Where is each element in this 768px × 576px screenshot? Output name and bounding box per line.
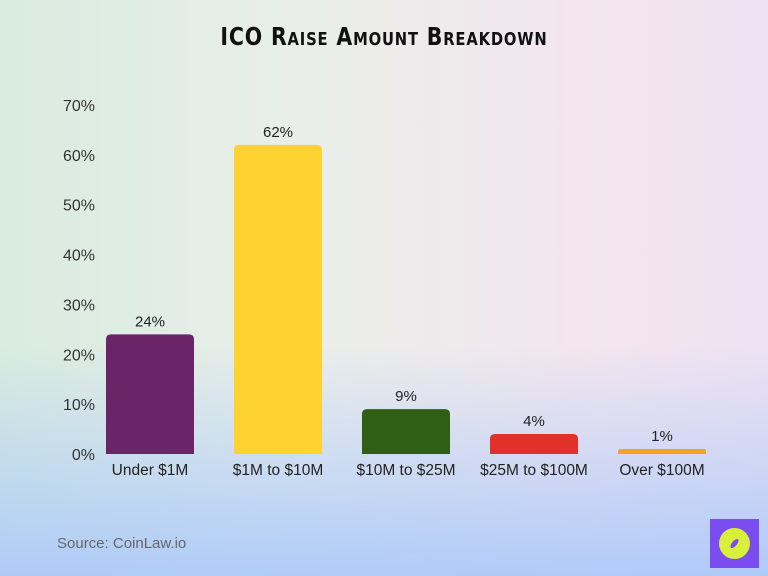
x-tick-label: $1M to $10M xyxy=(233,462,323,479)
data-label: 1% xyxy=(651,428,673,445)
y-tick-label: 10% xyxy=(63,397,95,414)
data-label: 4% xyxy=(523,413,545,430)
data-label: 24% xyxy=(135,313,165,330)
y-tick-label: 20% xyxy=(63,347,95,364)
x-tick-label: Under $1M xyxy=(112,462,189,479)
x-tick-label: $25M to $100M xyxy=(480,462,588,479)
chart-title: ICO Raise Amount Breakdown xyxy=(220,22,548,51)
y-tick-label: 40% xyxy=(63,248,95,265)
y-tick-label: 60% xyxy=(63,148,95,165)
y-tick-label: 70% xyxy=(63,98,95,115)
bar xyxy=(618,449,706,454)
source-note: Source: CoinLaw.io xyxy=(57,535,187,552)
bar xyxy=(234,144,322,454)
y-tick-label: 30% xyxy=(63,297,95,314)
x-tick-label: Over $100M xyxy=(619,462,704,479)
bar xyxy=(106,334,194,454)
x-tick-label: $10M to $25M xyxy=(356,462,455,479)
y-tick-label: 0% xyxy=(72,447,95,464)
compass-logo-icon xyxy=(710,519,759,568)
bar xyxy=(490,434,578,454)
data-label: 9% xyxy=(395,388,417,405)
bar xyxy=(362,409,450,454)
data-label: 62% xyxy=(263,124,293,141)
y-tick-label: 50% xyxy=(63,198,95,215)
